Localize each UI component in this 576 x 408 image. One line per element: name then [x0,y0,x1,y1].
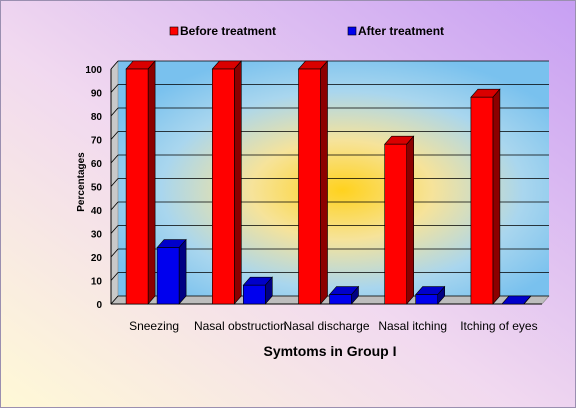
gridline-side [110,107,119,117]
y-axis: 0 10 20 30 40 50 60 70 80 90 100 [85,65,542,311]
gridline-side [110,295,119,305]
bar-side [492,88,501,305]
x-tick-label: Itching of eyes [460,319,537,333]
bar [415,294,439,305]
y-tick-label: 100 [85,65,102,76]
bar-side [406,135,415,305]
gridline-side [110,131,119,140]
gridline-side [110,154,119,164]
y-tick-label: 20 [91,253,103,264]
bar [329,294,352,305]
legend-swatch-after [347,26,357,36]
x-tick-label: Nasal obstruction [194,319,287,333]
x-tick-label: Nasal itching [378,319,447,333]
y-axis-title: Percentages [76,152,87,212]
gridline-side [110,248,119,258]
x-tick-label: Sneezing [129,319,179,333]
gridline-side [110,60,119,70]
bar [125,68,149,305]
legend-label-before: Before treatment [180,24,276,38]
legend-swatch-before [169,26,179,36]
y-tick-label: 60 [91,159,103,170]
bar [212,68,235,305]
gridline-side [110,178,119,187]
bar [243,284,266,305]
bar-side [147,60,156,305]
x-tick-label: Nasal discharge [283,319,369,333]
bars [125,60,532,305]
y-tick-label: 90 [91,89,103,100]
gridline-side [110,201,119,211]
y-tick-label: 10 [91,277,103,288]
x-axis-title: Symtoms in Group I [263,343,396,359]
bar [298,68,321,305]
bar [384,143,408,305]
bar-side [234,60,242,305]
gridline-side [110,225,119,234]
legend: Before treatment After treatment [169,24,444,38]
bar [156,247,180,305]
y-tick-label: 30 [91,230,103,241]
y-tick-label: 40 [91,206,103,217]
gridline-side [110,84,119,93]
y-tick-label: 0 [96,300,102,311]
gridline-side [110,272,119,281]
bar-side [523,295,532,305]
legend-label-after: After treatment [358,24,444,38]
y-tick-label: 50 [91,183,103,194]
y-tick-label: 70 [91,136,103,147]
bar-side [178,238,187,305]
bar-side [320,60,328,305]
y-tick-label: 80 [91,112,103,123]
bar [470,96,494,305]
